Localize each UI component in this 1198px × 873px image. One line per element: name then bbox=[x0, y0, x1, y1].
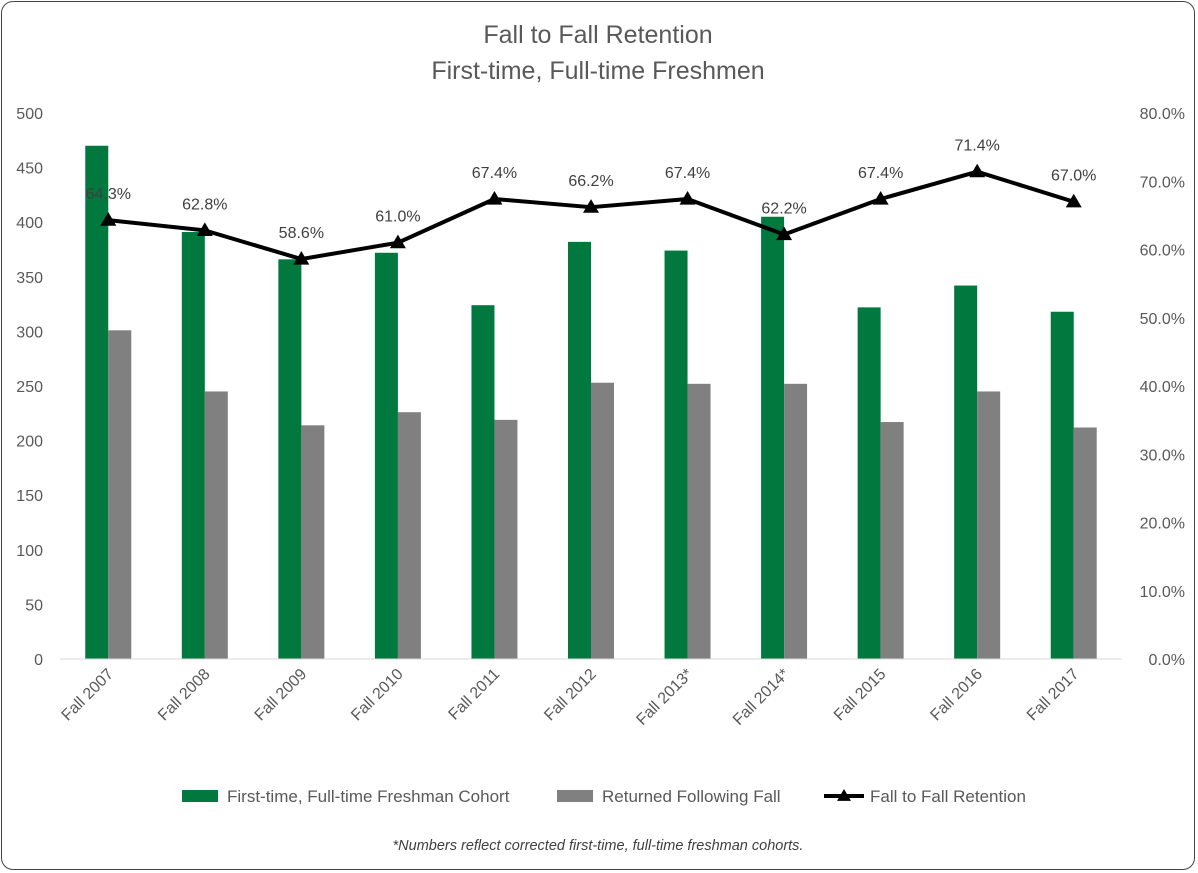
retention-marker-0 bbox=[100, 212, 117, 226]
bar-returned-4 bbox=[494, 419, 518, 659]
y2-tick-4: 40.0% bbox=[1140, 379, 1185, 396]
legend-marker-2 bbox=[837, 789, 851, 801]
x-tick-1: Fall 2008 bbox=[155, 666, 214, 725]
bar-returned-1 bbox=[204, 391, 228, 659]
x-tick-4: Fall 2011 bbox=[446, 666, 504, 724]
x-tick-5: Fall 2012 bbox=[541, 666, 600, 725]
bar-cohort-3 bbox=[374, 252, 398, 659]
legend-swatch-0 bbox=[182, 790, 218, 802]
y-tick-500: 500 bbox=[16, 106, 43, 123]
retention-label-0: 64.3% bbox=[86, 186, 131, 203]
x-tick-8: Fall 2015 bbox=[831, 666, 890, 725]
legend: First-time, Full-time Freshman Cohort Ret… bbox=[182, 787, 1026, 806]
retention-marker-10 bbox=[1065, 193, 1082, 208]
y2-axis-ticks: 0.0% 10.0% 20.0% 30.0% 40.0% 50.0% 60.0% 70.0% 8… bbox=[1140, 106, 1185, 669]
retention-label-6: 67.4% bbox=[665, 165, 710, 182]
y2-tick-0: 0.0% bbox=[1149, 652, 1185, 669]
y2-tick-3: 30.0% bbox=[1140, 447, 1185, 464]
y-tick-100: 100 bbox=[16, 543, 43, 560]
bar-returned-9 bbox=[977, 391, 1001, 659]
retention-label-8: 67.4% bbox=[858, 165, 903, 182]
x-tick-6: Fall 2013* bbox=[633, 666, 696, 729]
bar-returned-5 bbox=[591, 382, 614, 659]
bar-cohort-6 bbox=[664, 250, 688, 660]
y2-tick-8: 80.0% bbox=[1140, 106, 1185, 123]
y2-tick-5: 50.0% bbox=[1140, 311, 1185, 328]
y-tick-200: 200 bbox=[16, 434, 43, 451]
bar-cohort-8 bbox=[857, 307, 881, 659]
y2-tick-7: 70.0% bbox=[1140, 174, 1185, 191]
y2-tick-2: 20.0% bbox=[1140, 516, 1185, 533]
chart-subtitle: First-time, Full-time Freshmen bbox=[431, 57, 764, 85]
retention-label-4: 67.4% bbox=[472, 165, 517, 182]
bar-returned-8 bbox=[880, 422, 904, 659]
x-tick-10: Fall 2017 bbox=[1024, 666, 1083, 725]
bar-returned-0 bbox=[108, 330, 132, 659]
x-axis-ticks: Fall 2007 Fall 2008 Fall 2009 Fall 2010 Fall… bbox=[59, 666, 1083, 729]
bar-cohort-0 bbox=[85, 145, 109, 659]
retention-marker-9 bbox=[969, 163, 986, 178]
bar-returned-6 bbox=[687, 383, 711, 659]
y-tick-400: 400 bbox=[16, 215, 43, 232]
x-tick-9: Fall 2016 bbox=[927, 666, 986, 725]
retention-marker-5 bbox=[583, 199, 599, 213]
bar-cohort-4 bbox=[471, 305, 495, 659]
y-tick-450: 450 bbox=[16, 161, 43, 178]
y-tick-350: 350 bbox=[16, 270, 43, 287]
retention-label-7: 62.2% bbox=[761, 200, 806, 217]
retention-marker-6 bbox=[679, 190, 696, 205]
y-tick-250: 250 bbox=[16, 379, 43, 396]
retention-label-9: 71.4% bbox=[954, 138, 999, 155]
y-tick-150: 150 bbox=[16, 488, 43, 505]
x-tick-2: Fall 2009 bbox=[252, 666, 311, 725]
bars-layer bbox=[85, 145, 1097, 660]
retention-label-5: 66.2% bbox=[568, 173, 613, 190]
legend-label-2: Fall to Fall Retention bbox=[870, 787, 1026, 806]
retention-marker-2 bbox=[293, 251, 310, 265]
y-axis-ticks: 0 50 100 150 200 250 300 350 400 450 500 bbox=[16, 106, 43, 669]
bar-cohort-5 bbox=[568, 241, 591, 659]
retention-marker-4 bbox=[486, 190, 503, 205]
x-tick-3: Fall 2010 bbox=[348, 666, 407, 725]
y2-tick-1: 10.0% bbox=[1140, 584, 1185, 601]
bar-cohort-2 bbox=[278, 259, 302, 659]
y-tick-50: 50 bbox=[25, 597, 43, 614]
bar-returned-10 bbox=[1073, 427, 1097, 659]
y-tick-300: 300 bbox=[16, 324, 43, 341]
bar-returned-2 bbox=[301, 425, 325, 659]
chart-title: Fall to Fall Retention bbox=[483, 21, 712, 49]
y-tick-0: 0 bbox=[34, 652, 43, 669]
retention-marker-3 bbox=[389, 234, 406, 249]
retention-label-3: 61.0% bbox=[375, 209, 420, 226]
retention-label-1: 62.8% bbox=[182, 196, 227, 213]
x-tick-0: Fall 2007 bbox=[59, 666, 118, 725]
bar-cohort-7 bbox=[761, 216, 785, 660]
bar-cohort-9 bbox=[954, 285, 978, 659]
bar-cohort-10 bbox=[1050, 311, 1074, 659]
bar-returned-7 bbox=[784, 383, 808, 659]
retention-line-layer: 64.3% 62.8% 58.6% 61.0% 67.4% 66.2% 67.4% 62.2%… bbox=[86, 138, 1096, 265]
retention-marker-1 bbox=[196, 222, 213, 236]
retention-label-10: 67.0% bbox=[1051, 168, 1096, 185]
legend-label-0: First-time, Full-time Freshman Cohort bbox=[227, 787, 510, 806]
y2-tick-6: 60.0% bbox=[1140, 243, 1185, 260]
bar-returned-3 bbox=[397, 412, 421, 659]
bar-cohort-1 bbox=[181, 232, 205, 659]
retention-label-2: 58.6% bbox=[279, 225, 324, 242]
footnote: *Numbers reflect corrected first-time, f… bbox=[393, 838, 804, 854]
retention-marker-8 bbox=[872, 190, 889, 205]
x-tick-7: Fall 2014* bbox=[730, 666, 793, 729]
legend-label-1: Returned Following Fall bbox=[602, 787, 781, 806]
legend-swatch-1 bbox=[557, 790, 593, 802]
retention-marker-7 bbox=[776, 226, 793, 241]
